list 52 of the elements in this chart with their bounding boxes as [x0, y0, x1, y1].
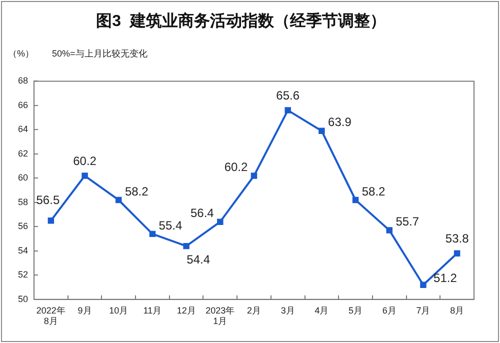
data-label: 58.2: [124, 184, 149, 198]
y-tick-label: 62: [18, 148, 28, 158]
x-tick-label: 8月: [450, 305, 464, 316]
x-tick-label: 5月: [348, 305, 363, 316]
x-tick-label: 12月: [176, 305, 196, 316]
point: [183, 242, 190, 250]
point: [48, 217, 54, 224]
x-tick-label: 2022年 8月: [36, 305, 66, 326]
y-tick-label: 60: [18, 172, 28, 183]
point: [217, 218, 224, 225]
data-label: 56.4: [190, 206, 214, 220]
point: [318, 128, 325, 134]
x-tick-label: 9月: [78, 305, 92, 316]
data-label: 55.4: [158, 218, 182, 232]
y-axis-title: （%）: [8, 48, 34, 59]
x-tick-label: 4月: [314, 305, 329, 316]
x-tick-label: 10月: [109, 305, 128, 316]
point: [420, 282, 426, 288]
data-label: 56.5: [36, 192, 60, 207]
point: [454, 250, 460, 256]
text: 50%=与上月比较无变化: [52, 48, 148, 59]
y-tick-label: 64: [18, 124, 28, 134]
data-label: 63.9: [328, 115, 352, 130]
x-tick-label: 7月: [416, 305, 430, 316]
data-label: 60.2: [224, 160, 248, 174]
y-tick-label: 52: [18, 270, 28, 280]
x-tick-label: 2023年 1月: [206, 305, 235, 326]
data-label: 65.6: [276, 88, 300, 103]
data-label: 60.2: [73, 154, 97, 168]
x-tick-label: 2月: [247, 305, 262, 316]
y-tick-label: 50: [18, 294, 28, 304]
y-tick-label: 56: [18, 221, 28, 232]
x-tick-label: 11月: [143, 305, 162, 316]
chart-title: 图3 建筑业商务活动指数（经季节调整）: [96, 12, 386, 30]
x-tick-label: 6月: [382, 305, 396, 316]
y-tick-label: 68: [18, 76, 28, 86]
data-label: 54.4: [186, 252, 210, 266]
y-tick-label: 66: [18, 100, 28, 110]
data-label: 58.2: [362, 184, 386, 198]
data-label: 55.7: [396, 214, 420, 229]
data-label: 53.8: [445, 232, 470, 246]
y-tick-label: 54: [18, 245, 28, 256]
point: [284, 107, 291, 114]
point: [386, 227, 393, 234]
data-label: 51.2: [434, 271, 458, 286]
point: [82, 172, 88, 179]
point: [352, 196, 359, 204]
x-tick-label: 3月: [280, 305, 295, 316]
y-tick-label: 58: [18, 196, 28, 207]
point: [116, 196, 122, 204]
point: [149, 230, 156, 238]
point: [250, 172, 258, 179]
